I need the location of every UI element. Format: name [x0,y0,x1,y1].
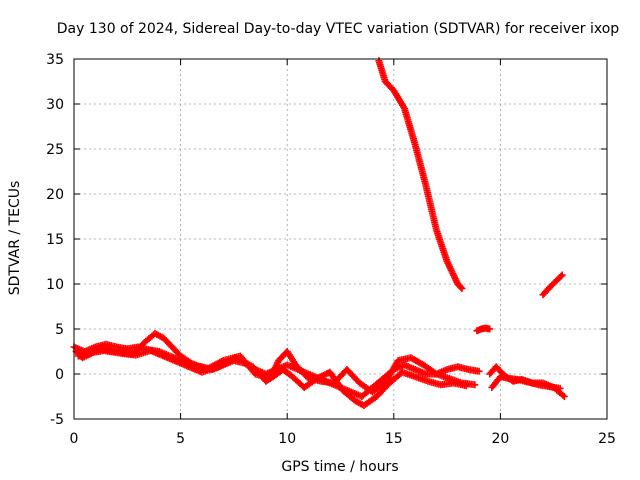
data-point-marker [559,391,567,399]
y-tick-label: -5 [50,412,64,428]
series-track-short-segment [473,324,494,335]
y-tick-label: 15 [46,232,64,248]
data-point-marker [558,271,566,279]
data-point-marker [471,381,479,389]
data-point-marker [475,367,483,375]
y-tick-label: 30 [46,97,64,113]
data-point-marker [560,393,568,400]
y-tick-label: 0 [55,367,64,383]
grid-lines [74,59,607,419]
y-tick-label: 5 [55,322,64,338]
y-tick-label: 25 [46,142,64,158]
x-axis-label: GPS time / hours [281,459,398,475]
series-track-main-c [72,347,470,409]
chart-title: Day 130 of 2024, Sidereal Day-to-day VTE… [57,21,620,37]
y-tick-label: 20 [46,187,64,203]
series-track-high-arc [375,57,466,292]
data-point-marker [458,285,466,292]
data-marks [70,57,568,409]
x-tick-label: 10 [278,431,296,447]
series-track-end-segment [539,271,566,299]
x-tick-label: 25 [598,431,616,447]
y-tick-label: 35 [46,52,64,68]
data-point-marker [486,325,494,333]
data-point-marker [557,272,565,280]
series-track-late-segment-b [488,373,564,392]
x-tick-label: 5 [176,431,185,447]
x-tick-label: 20 [491,431,509,447]
y-axis-ticks: -5 0 5 10 15 20 25 30 35 [46,52,607,428]
data-point-marker [462,382,470,390]
y-tick-label: 10 [46,277,64,293]
series-track-main-b [74,330,479,396]
data-point-marker [457,283,465,291]
x-tick-label: 15 [385,431,403,447]
plot-frame [73,58,608,420]
y-axis-label: SDTVAR / TECUs [7,181,23,296]
x-tick-label: 0 [70,431,79,447]
data-point-marker [556,384,564,392]
